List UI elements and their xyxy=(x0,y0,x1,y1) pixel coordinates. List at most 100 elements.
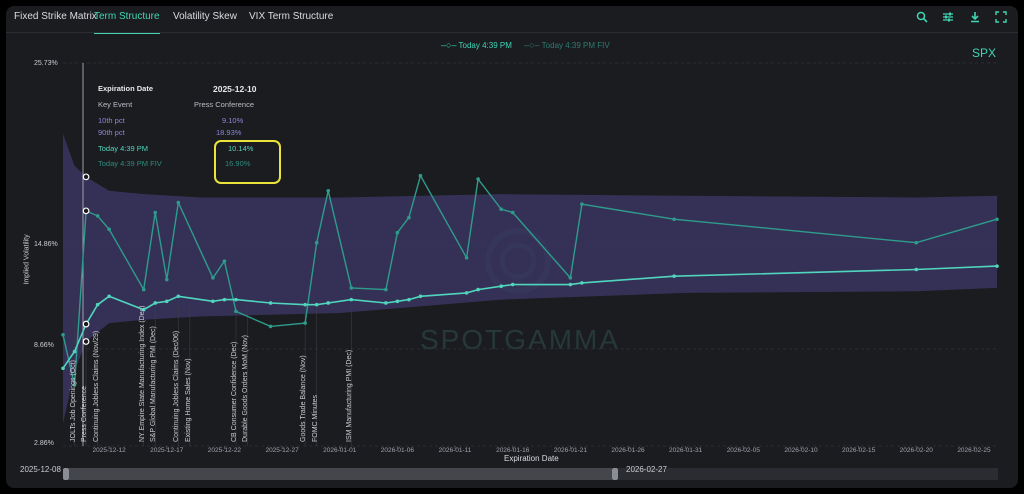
ticker-label: SPX xyxy=(971,46,996,60)
data-point-fiv xyxy=(914,240,919,245)
brush-end-date: 2026-02-27 xyxy=(626,465,667,474)
search-icon[interactable] xyxy=(911,11,933,27)
data-point-fiv xyxy=(418,173,423,178)
brush-handle-right[interactable] xyxy=(612,468,618,480)
brush-start-date: 2025-12-08 xyxy=(20,465,61,474)
y-tick: 2.86% xyxy=(34,440,54,447)
event-label: Goods Trade Balance (Nov) xyxy=(300,355,308,442)
x-tick-label: 2026-02-10 xyxy=(784,447,818,454)
data-point-today xyxy=(395,299,400,304)
data-point-today xyxy=(176,294,181,299)
event-label: Press Conference xyxy=(81,385,89,442)
series-line-today xyxy=(62,265,998,369)
tooltip-key-event-value: Press Conference xyxy=(194,100,255,109)
data-point-today xyxy=(568,282,573,287)
data-point-today xyxy=(995,264,999,268)
percentile-band xyxy=(63,133,997,424)
data-point-fiv xyxy=(234,309,238,314)
data-point-fiv xyxy=(72,383,77,387)
tooltip-key-event-label: Key Event xyxy=(98,100,133,109)
data-point-today xyxy=(349,297,354,302)
x-tick-label: 2025-12-27 xyxy=(265,447,299,454)
data-point-fiv xyxy=(672,217,676,222)
data-point-today xyxy=(72,349,77,354)
highlight-box xyxy=(214,140,281,184)
data-point-today xyxy=(407,297,411,302)
data-point-fiv xyxy=(176,200,181,205)
tooltip-expiration-label: Expiration Date xyxy=(98,84,154,93)
x-tick-label: 2026-01-26 xyxy=(611,447,645,454)
x-tick-label: 2026-01-31 xyxy=(669,447,703,454)
data-point-fiv xyxy=(995,217,999,222)
brush-handle-left[interactable] xyxy=(63,468,69,480)
event-label: S&P Global Manufacturing PMI (Dec) xyxy=(150,326,158,442)
data-point-today xyxy=(164,299,169,304)
tooltip-today-label: Today 4:39 PM xyxy=(98,144,149,153)
tooltip-p10-label: 10th pct xyxy=(98,116,125,125)
tab-bar: Fixed Strike Matrix Term Structure Volat… xyxy=(6,6,1018,36)
legend-item-fiv[interactable]: –○– Today 4:39 PM FIV xyxy=(524,40,610,50)
tooltip-expiration-value: 2025-12-10 xyxy=(213,84,257,94)
tooltip: Expiration Date 2025-12-10 Key Event Pre… xyxy=(95,79,260,174)
data-point-today xyxy=(222,297,227,302)
watermark: SPOTGAMMA xyxy=(420,324,621,355)
tab-volatility-skew[interactable]: Volatility Skew xyxy=(173,11,237,22)
data-point-today xyxy=(326,301,331,305)
legend-label-fiv: Today 4:39 PM FIV xyxy=(541,41,610,50)
x-tick-label: 2025-12-17 xyxy=(150,447,184,454)
data-point-today xyxy=(107,294,111,299)
x-tick-label: 2026-02-25 xyxy=(957,447,991,454)
sliders-icon[interactable] xyxy=(937,11,959,27)
legend-item-today[interactable]: –○– Today 4:39 PM xyxy=(441,40,512,50)
x-tick-label: 2026-02-20 xyxy=(899,447,933,454)
data-point-fiv xyxy=(153,210,158,215)
data-point-fiv xyxy=(395,230,400,235)
chart-legend: –○– Today 4:39 PM –○– Today 4:39 PM FIV xyxy=(441,40,610,50)
data-point-fiv xyxy=(303,321,307,325)
data-point-today xyxy=(303,302,307,307)
y-tick: 25.73% xyxy=(34,60,58,67)
tab-fixed-strike-matrix[interactable]: Fixed Strike Matrix xyxy=(14,11,97,22)
x-tick-label: 2026-01-01 xyxy=(323,447,357,454)
data-point-fiv xyxy=(326,188,331,193)
x-tick-label: 2026-02-15 xyxy=(842,447,876,454)
event-label: CB Consumer Confidence (Dec) xyxy=(230,341,238,442)
tooltip-p10-value: 9.10% xyxy=(222,116,244,125)
data-point-today xyxy=(464,291,469,295)
data-point-today xyxy=(234,297,238,302)
data-point-fiv xyxy=(499,207,503,211)
data-point-today xyxy=(580,281,584,285)
tab-term-structure[interactable]: Term Structure xyxy=(94,10,160,34)
tooltip-fiv-value: 16.90% xyxy=(225,159,251,168)
event-label: ISM Manufacturing PMI (Dec) xyxy=(346,349,354,442)
x-tick-label: 2025-12-12 xyxy=(92,447,126,454)
hover-point xyxy=(82,320,90,328)
data-point-today xyxy=(384,301,388,305)
data-point-today xyxy=(61,366,65,371)
data-point-fiv xyxy=(568,276,573,280)
legend-label-today: Today 4:39 PM xyxy=(458,41,512,50)
data-point-fiv xyxy=(61,333,65,337)
x-axis-title: Expiration Date xyxy=(504,454,559,463)
tooltip-today-value: 10.14% xyxy=(228,144,254,153)
data-point-fiv xyxy=(95,214,100,218)
expand-icon[interactable] xyxy=(990,11,1012,27)
data-point-today xyxy=(141,307,146,312)
tooltip-fiv-label: Today 4:39 PM FIV xyxy=(98,159,162,168)
data-point-today xyxy=(314,302,319,307)
brush-track xyxy=(618,468,998,480)
x-tick-label: 2026-01-06 xyxy=(380,447,415,454)
data-point-fiv xyxy=(384,287,388,292)
event-label: Existing Home Sales (Nov) xyxy=(184,358,192,442)
tab-vix-term-structure[interactable]: VIX Term Structure xyxy=(249,11,334,22)
brush-range[interactable] xyxy=(69,468,612,480)
x-tick-label: 2026-01-11 xyxy=(438,447,472,454)
event-label: JOLTs Job Openings (Oct) xyxy=(69,360,77,442)
tab-divider xyxy=(6,32,1018,33)
data-point-today xyxy=(268,301,273,305)
download-icon[interactable] xyxy=(964,11,986,27)
hover-point xyxy=(82,173,90,181)
x-tick-label: 2026-02-05 xyxy=(726,447,760,454)
data-point-fiv xyxy=(349,286,354,290)
data-point-today xyxy=(95,302,100,307)
